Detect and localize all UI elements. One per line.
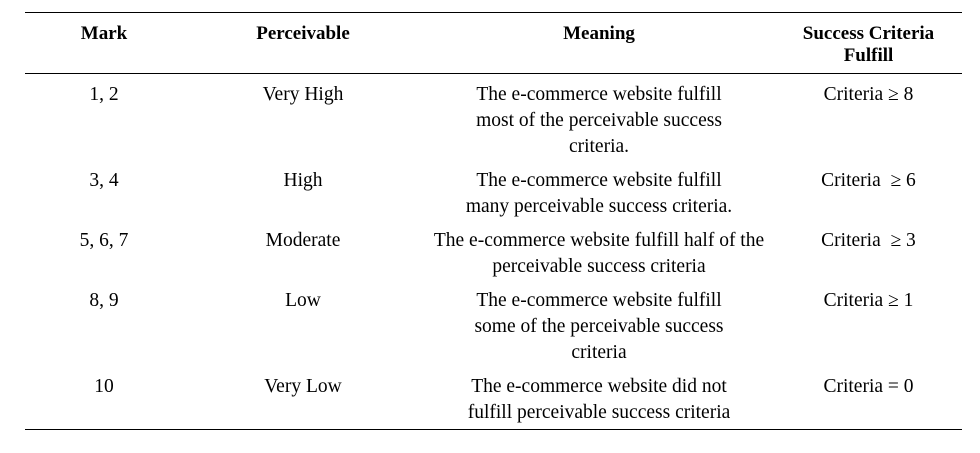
cell-mark: 10 [94, 376, 114, 397]
header-meaning: Meaning [563, 23, 635, 44]
cell-meaning: The e-commerce website did not fulfill p… [467, 376, 731, 423]
header-perceivable: Perceivable [256, 23, 350, 44]
cell-mark: 8, 9 [89, 290, 119, 311]
cell-mark: 3, 4 [89, 170, 119, 191]
criteria-table: Mark Perceivable Meaning Success Criteri… [25, 12, 962, 430]
table-row: 1, 2 Very High The e-commerce website fu… [25, 74, 962, 164]
table-row: 10 Very Low The e-commerce website did n… [25, 369, 962, 430]
table-body: 1, 2 Very High The e-commerce website fu… [25, 74, 962, 430]
header-success-criteria: Success Criteria Fulfill [802, 23, 935, 66]
cell-perceivable: Very Low [264, 376, 342, 397]
cell-success-criteria: Criteria ≥ 3 [821, 230, 916, 251]
cell-meaning: The e-commerce website fulfill most of t… [476, 84, 722, 157]
cell-perceivable: Low [285, 290, 321, 311]
table-row: 5, 6, 7 Moderate The e-commerce website … [25, 223, 962, 283]
table-header: Mark Perceivable Meaning Success Criteri… [25, 12, 962, 74]
cell-meaning: The e-commerce website fulfill half of t… [433, 230, 765, 277]
cell-success-criteria: Criteria ≥ 1 [823, 290, 914, 311]
header-row: Mark Perceivable Meaning Success Criteri… [25, 12, 962, 74]
cell-perceivable: High [283, 170, 323, 191]
criteria-table-container: Mark Perceivable Meaning Success Criteri… [25, 12, 962, 430]
cell-meaning: The e-commerce website fulfill some of t… [474, 290, 724, 363]
cell-mark: 5, 6, 7 [79, 230, 129, 251]
cell-perceivable: Moderate [265, 230, 341, 251]
cell-perceivable: Very High [262, 84, 344, 105]
cell-success-criteria: Criteria ≥ 8 [823, 84, 914, 105]
cell-meaning: The e-commerce website fulfill many perc… [465, 170, 733, 217]
cell-mark: 1, 2 [89, 84, 119, 105]
cell-success-criteria: Criteria = 0 [823, 376, 914, 397]
header-mark: Mark [80, 23, 128, 44]
cell-success-criteria: Criteria ≥ 6 [821, 170, 916, 191]
table-row: 3, 4 High The e-commerce website fulfill… [25, 163, 962, 223]
table-row: 8, 9 Low The e-commerce website fulfill … [25, 283, 962, 369]
